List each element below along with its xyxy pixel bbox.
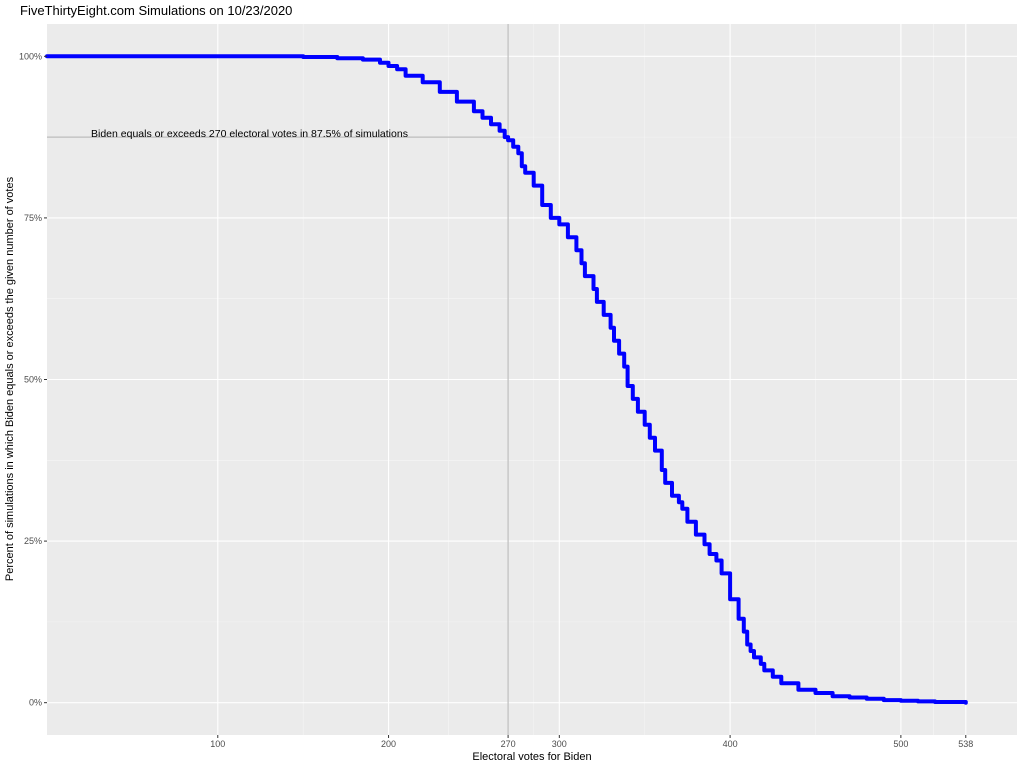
annotation-label: Biden equals or exceeds 270 electoral vo… — [91, 128, 408, 140]
series-line — [45, 54, 968, 705]
reference-lines — [47, 24, 509, 735]
y-tick-label: 50% — [24, 375, 42, 385]
y-tick-label: 100% — [19, 51, 42, 61]
x-tick-label: 538 — [958, 739, 973, 749]
y-axis-ticks: 0% 25% 50% 75% 100% — [19, 51, 47, 708]
x-tick-label: 200 — [381, 739, 396, 749]
x-tick-label: 270 — [501, 739, 516, 749]
y-tick-label: 0% — [29, 698, 42, 708]
x-tick-label: 400 — [723, 739, 738, 749]
chart-title: FiveThirtyEight.com Simulations on 10/23… — [20, 3, 292, 18]
x-axis-ticks: 100 200 270 300 400 500 538 — [210, 735, 973, 749]
series-layer — [45, 54, 968, 705]
x-tick-label: 300 — [552, 739, 567, 749]
y-tick-label: 75% — [24, 213, 42, 223]
x-axis-title: Electoral votes for Biden — [472, 751, 591, 763]
x-tick-label: 100 — [210, 739, 225, 749]
y-axis-title: Percent of simulations in which Biden eq… — [4, 176, 16, 581]
x-tick-label: 500 — [893, 739, 908, 749]
y-tick-label: 25% — [24, 536, 42, 546]
grid-major — [47, 24, 1017, 735]
